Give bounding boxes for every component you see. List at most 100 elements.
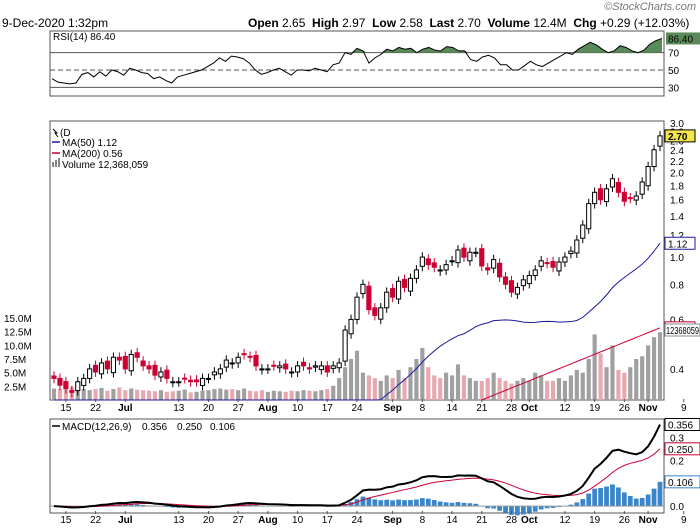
macd-histogram-bar (568, 504, 574, 507)
candle-body (360, 283, 366, 295)
macd-histogram-bar (491, 506, 497, 509)
macd-histogram-bar (134, 504, 140, 507)
macd-x-label: 9 (681, 515, 687, 526)
macd-histogram-bar (627, 495, 633, 507)
rsi-tick-30: 30 (668, 83, 680, 94)
candle-body (514, 286, 520, 295)
ohlc-summary: Open 2.65 High 2.97 Low 2.58 Last 2.70 V… (248, 16, 689, 30)
volume-bar (224, 389, 229, 400)
price-x-label: 26 (619, 403, 631, 414)
volume-value: 12.4M (533, 16, 567, 30)
candle-body (354, 296, 360, 320)
candle-body (627, 197, 633, 200)
volume-bar (182, 389, 187, 400)
candle-body (598, 188, 604, 201)
macd-histogram-bar (414, 499, 419, 507)
price-x-label: Nov (639, 403, 658, 414)
candle-body (277, 365, 283, 369)
candle-body (556, 261, 562, 272)
macd-histogram-bar (449, 502, 455, 507)
price-tick: 1.0 (670, 253, 684, 264)
price-tick: 3.0 (670, 119, 684, 130)
price-tick: 0.6 (670, 315, 684, 326)
candle-body (449, 260, 455, 263)
candle-body (633, 195, 639, 201)
volume-bar (206, 390, 211, 400)
candle-body (348, 318, 354, 335)
candle-body (568, 250, 574, 254)
candle-body (413, 269, 419, 279)
low-value: 2.58 (399, 16, 423, 30)
volume-tick: 10.0M (4, 341, 32, 352)
candle-body (312, 365, 318, 368)
macd-histogram-bar (372, 499, 378, 507)
volume-bar (568, 375, 573, 400)
volume-bar (616, 369, 621, 400)
macd-tick: 0.0 (670, 502, 684, 513)
volume-bar (200, 390, 205, 400)
volume-bar (63, 389, 68, 400)
high-label: High (312, 16, 339, 30)
volume-bar (146, 390, 152, 400)
macd-x-label: 12 (559, 515, 571, 526)
macd-histogram-bar (437, 501, 443, 507)
volume-legend-icon (52, 162, 54, 167)
candle-body (93, 364, 99, 373)
volume-tick: 12.5M (4, 328, 32, 339)
macd-histogram-bar (509, 506, 514, 515)
macd-legend-signal: 0.250 (177, 422, 202, 433)
macd-histogram-bar (497, 506, 502, 511)
high-value: 2.97 (342, 16, 366, 30)
macd-panel-frame (49, 418, 665, 514)
macd-histogram-bar (473, 503, 479, 507)
candle-body (110, 356, 116, 374)
candle-body (247, 355, 253, 358)
volume-bar (152, 391, 158, 400)
macd-histogram-bar (550, 506, 556, 508)
volume-bar (117, 387, 122, 400)
macd-histogram-bar (431, 499, 437, 507)
volume-bar (550, 380, 556, 400)
candle-body (580, 224, 586, 239)
candle-body (170, 381, 176, 384)
macd-histogram-bar (639, 497, 645, 507)
price-tick: 1.8 (670, 181, 684, 192)
price-x-label: 15 (60, 403, 72, 414)
candle-body (194, 379, 200, 383)
volume-bar (473, 380, 478, 400)
macd-histogram-bar (633, 498, 639, 507)
volume-bar (343, 367, 348, 400)
macd-x-label: Aug (258, 515, 277, 526)
low-label: Low (372, 16, 397, 30)
candle-body (271, 364, 277, 367)
macd-tick: 0.3 (670, 433, 684, 444)
volume-bar (646, 345, 651, 400)
price-x-label: 28 (506, 403, 518, 414)
volume-bar (135, 389, 140, 400)
volume-legend: Volume 12,368,059 (62, 160, 149, 171)
volume-bar (307, 390, 312, 400)
volume-tick: 7.5M (4, 355, 26, 366)
price-x-label: 14 (446, 403, 458, 414)
volume-bar (319, 390, 324, 400)
macd-histogram-bar (538, 506, 544, 510)
last-label: Last (429, 16, 455, 30)
volume-bar (259, 390, 265, 400)
macd-histogram-bar (408, 500, 413, 507)
volume-bar (539, 375, 544, 400)
price-tick: 1.2 (670, 231, 684, 242)
macd-histogram-bar (645, 494, 651, 507)
volume-bar (99, 387, 104, 400)
macd-x-label: 10 (292, 515, 304, 526)
macd-histogram-bar (580, 499, 586, 507)
candle-body (176, 381, 182, 384)
price-x-label: Oct (521, 403, 538, 414)
macd-histogram-bar (610, 484, 615, 507)
volume-bar (236, 390, 241, 400)
candle-body (431, 262, 437, 268)
candle-body (98, 362, 105, 375)
candle-body (128, 354, 134, 372)
macd-histogram-bar (485, 506, 491, 509)
candle-body (550, 261, 556, 268)
